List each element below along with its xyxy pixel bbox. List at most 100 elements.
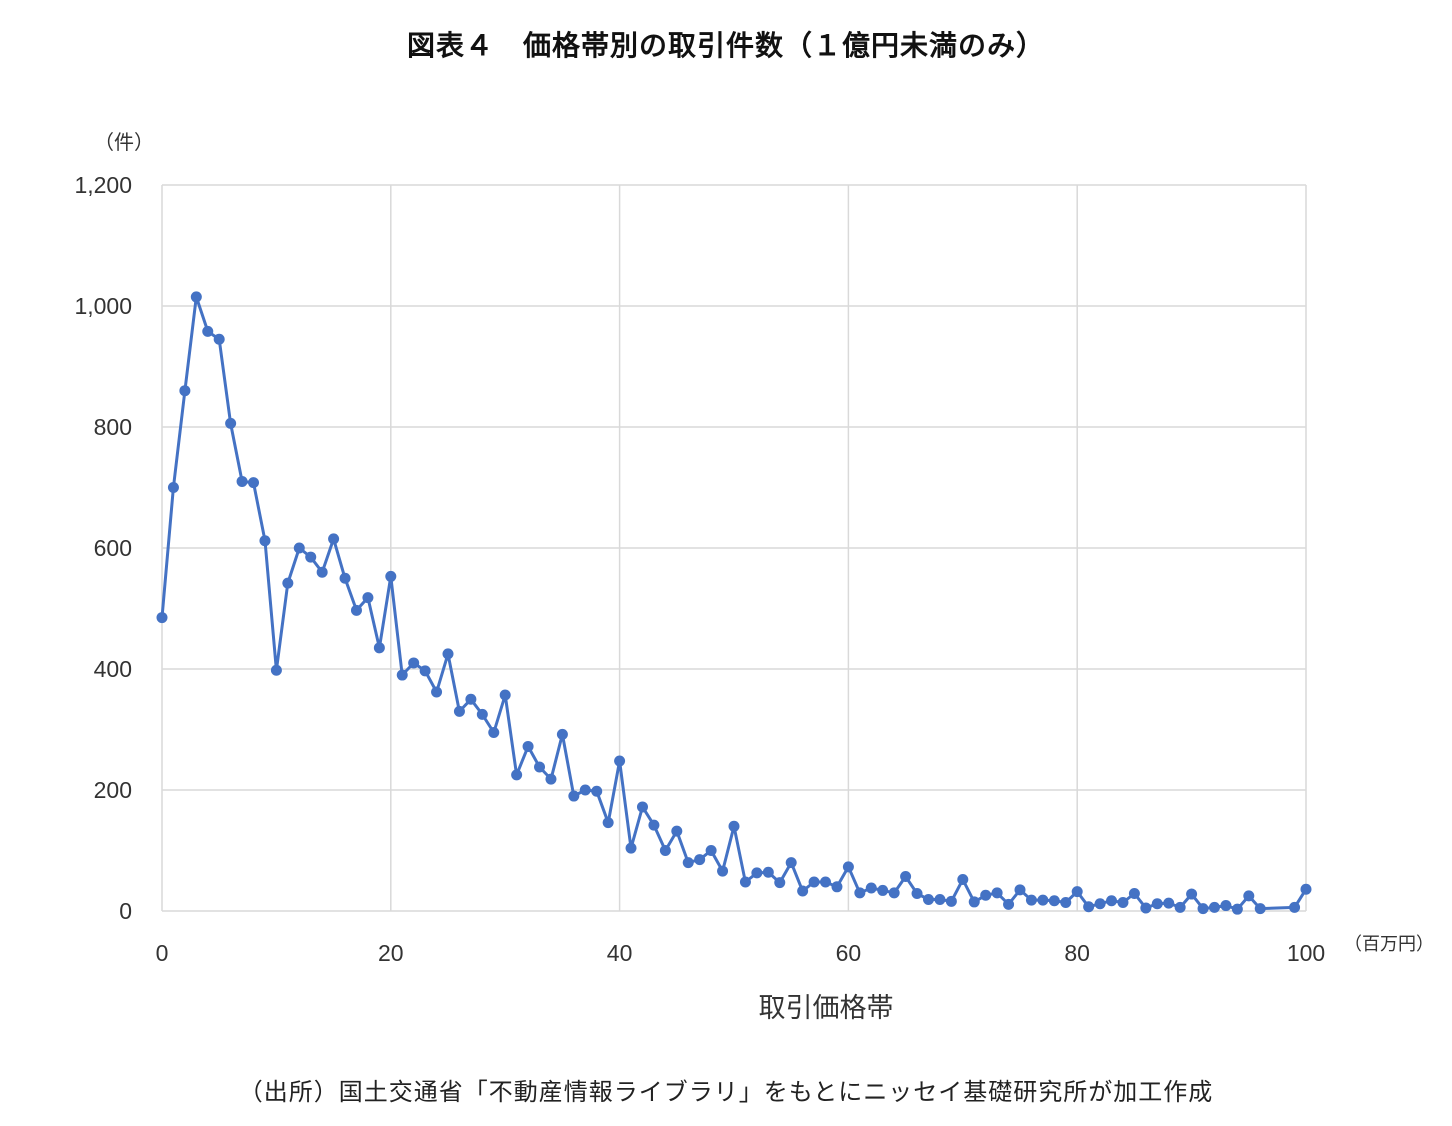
data-point [339, 572, 351, 584]
data-point [362, 592, 374, 604]
data-point [1014, 884, 1026, 896]
x-tick-label: 100 [1287, 940, 1325, 966]
data-point [865, 882, 877, 894]
data-point [945, 895, 957, 907]
data-point [1117, 897, 1129, 909]
data-point [522, 740, 534, 752]
data-point [1231, 903, 1243, 915]
data-point [556, 728, 568, 740]
data-point [934, 894, 946, 906]
data-point [1197, 903, 1209, 915]
data-point [1025, 894, 1037, 906]
data-point [797, 885, 809, 897]
data-point [1243, 890, 1255, 902]
data-point [453, 705, 465, 717]
data-point [831, 881, 843, 893]
data-point [1289, 901, 1301, 913]
data-point [991, 887, 1003, 899]
data-point [1300, 883, 1312, 895]
data-point [1071, 886, 1083, 898]
y-tick-label: 600 [94, 535, 132, 561]
data-point [499, 689, 511, 701]
data-point [671, 825, 683, 837]
data-point [636, 801, 648, 813]
data-point [270, 664, 282, 676]
data-point [442, 648, 454, 660]
data-point [248, 477, 260, 489]
data-point [350, 604, 362, 616]
data-point [957, 874, 969, 886]
data-point [694, 854, 706, 866]
y-tick-label: 1,200 [74, 172, 132, 198]
grid-lines [161, 184, 1307, 912]
data-point [190, 291, 202, 303]
data-point [900, 871, 912, 883]
data-point [213, 333, 225, 345]
data-point [1151, 898, 1163, 910]
data-point [739, 876, 751, 888]
data-point [1208, 901, 1220, 913]
data-point [808, 876, 820, 888]
data-point [968, 896, 980, 908]
data-point [717, 865, 729, 877]
data-point [602, 817, 614, 829]
data-point [511, 769, 523, 781]
data-point [614, 755, 626, 767]
data-point [1048, 895, 1060, 907]
data-point [888, 887, 900, 899]
data-point [682, 857, 694, 869]
data-point [1060, 897, 1072, 909]
x-tick-label: 80 [1064, 940, 1090, 966]
data-point [1174, 901, 1186, 913]
data-point [625, 842, 637, 854]
x-tick-label: 0 [156, 940, 169, 966]
data-point [385, 570, 397, 582]
data-point [1037, 894, 1049, 906]
data-point [762, 866, 774, 878]
data-point [225, 417, 237, 429]
data-point [705, 845, 717, 856]
data-point [1254, 903, 1266, 915]
x-axis-label: 取引価格帯 [758, 993, 894, 1024]
data-point [1128, 887, 1140, 899]
series-line [160, 295, 1308, 911]
data-point [1003, 898, 1015, 910]
data-point [259, 535, 271, 547]
data-point [579, 784, 591, 796]
data-point [1186, 888, 1198, 900]
data-point [1106, 895, 1118, 907]
x-tick-label: 60 [836, 940, 862, 966]
data-point [179, 385, 191, 397]
data-point [1094, 898, 1106, 910]
y-tick-label: 800 [94, 414, 132, 440]
data-point [877, 884, 889, 896]
y-tick-label: 400 [94, 656, 132, 682]
y-tick-labels: 0 200 400 600 800 1,000 1,200 [74, 172, 132, 924]
data-point [488, 727, 500, 739]
data-point [545, 773, 557, 785]
y-tick-label: 1,000 [74, 293, 132, 319]
data-point [202, 325, 214, 337]
data-point [648, 819, 660, 831]
data-point [774, 877, 786, 889]
data-point [568, 790, 580, 802]
data-point [922, 894, 934, 906]
series-group [156, 291, 1312, 915]
data-point [854, 887, 866, 899]
y-tick-label: 0 [119, 898, 132, 924]
data-point [167, 482, 179, 493]
data-point [476, 708, 488, 720]
data-point [728, 820, 740, 832]
data-point [842, 861, 854, 873]
data-point [1083, 901, 1095, 913]
data-point [156, 612, 168, 624]
data-point [282, 577, 294, 589]
source-note: （出所）国土交通省「不動産情報ライブラリ」をもとにニッセイ基礎研究所が加工作成 [238, 1078, 1214, 1106]
data-point [465, 693, 477, 705]
y-tick-label: 200 [94, 777, 132, 803]
data-point [419, 665, 431, 677]
data-point [293, 542, 305, 554]
data-point [534, 761, 546, 773]
data-point [1140, 902, 1152, 914]
data-point [820, 876, 832, 888]
